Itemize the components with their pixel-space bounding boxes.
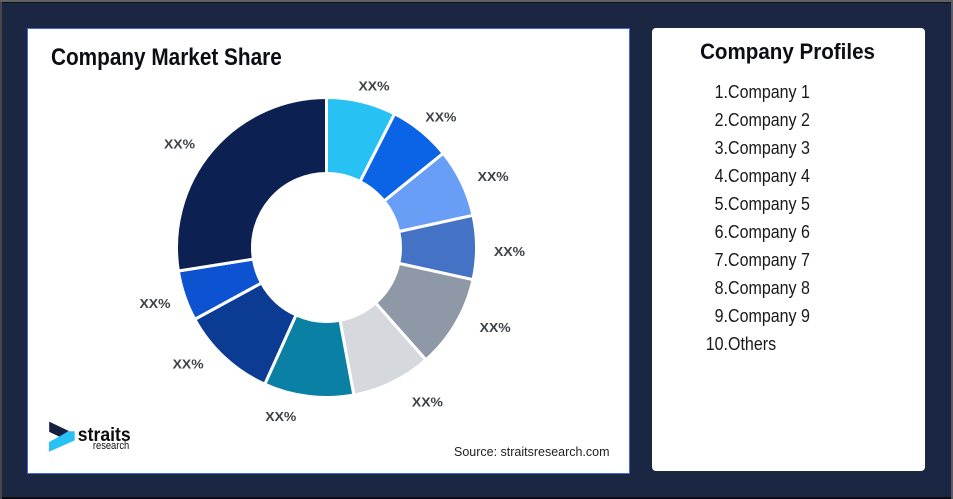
- svg-text:XX%: XX%: [140, 296, 171, 311]
- svg-text:XX%: XX%: [478, 169, 509, 184]
- svg-text:XX%: XX%: [480, 320, 511, 335]
- svg-text:XX%: XX%: [173, 356, 204, 371]
- svg-text:XX%: XX%: [164, 137, 195, 152]
- svg-text:straits: straits: [78, 423, 131, 445]
- svg-text:research: research: [93, 440, 129, 452]
- svg-text:XX%: XX%: [425, 110, 456, 125]
- svg-text:XX%: XX%: [359, 78, 390, 93]
- svg-text:XX%: XX%: [265, 409, 296, 424]
- svg-text:XX%: XX%: [412, 394, 443, 409]
- svg-text:XX%: XX%: [494, 244, 525, 259]
